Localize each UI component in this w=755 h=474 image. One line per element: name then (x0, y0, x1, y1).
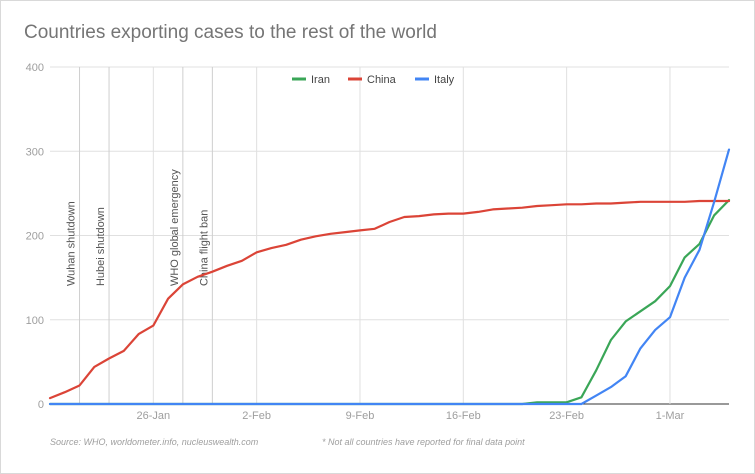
annotations: Wuhan shutdown Hubei shutdown WHO global e… (66, 169, 211, 286)
x-tick-label: 26-Jan (137, 410, 171, 422)
gridlines (50, 66, 729, 405)
y-axis: 0 100 200 300 400 (26, 62, 44, 411)
y-tick-label: 400 (26, 62, 44, 74)
annotation-label: China flight ban (198, 210, 210, 286)
y-tick-label: 200 (26, 231, 44, 243)
y-tick-label: 0 (38, 399, 44, 411)
y-tick-label: 300 (26, 146, 44, 158)
series-line-italy (48, 148, 731, 406)
x-tick-label: 16-Feb (446, 410, 481, 422)
legend-label-iran: Iran (311, 74, 330, 86)
series-lines (48, 148, 731, 406)
x-tick-label: 2-Feb (242, 410, 271, 422)
legend[interactable]: Iran China Italy (292, 74, 455, 86)
x-tick-label: 9-Feb (346, 410, 375, 422)
y-tick-label: 100 (26, 315, 44, 327)
legend-label-italy: Italy (434, 74, 455, 86)
footnote: * Not all countries have reported for fi… (322, 437, 525, 447)
annotation-label: Wuhan shutdown (66, 201, 78, 286)
legend-label-china: China (367, 74, 397, 86)
annotation-lines (79, 67, 213, 404)
source-note: Source: WHO, worldometer.info, nucleuswe… (50, 437, 259, 447)
series-line-china (48, 199, 731, 400)
annotation-label: WHO global emergency (169, 169, 181, 286)
x-axis: 26-Jan 2-Feb 9-Feb 16-Feb 23-Feb 1-Mar (137, 410, 685, 422)
chart-title: Countries exporting cases to the rest of… (24, 22, 437, 43)
x-tick-label: 23-Feb (549, 410, 584, 422)
x-tick-label: 1-Mar (656, 410, 685, 422)
annotation-label: Hubei shutdown (95, 207, 107, 286)
